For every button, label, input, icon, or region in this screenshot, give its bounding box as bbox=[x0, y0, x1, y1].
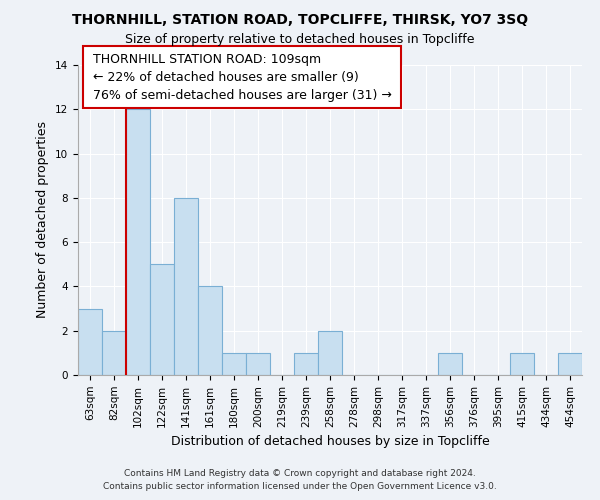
Bar bbox=[558, 353, 582, 375]
Bar bbox=[198, 286, 222, 375]
Bar bbox=[294, 353, 318, 375]
Text: THORNHILL STATION ROAD: 109sqm
← 22% of detached houses are smaller (9)
76% of s: THORNHILL STATION ROAD: 109sqm ← 22% of … bbox=[93, 52, 392, 102]
Text: Contains HM Land Registry data © Crown copyright and database right 2024.
Contai: Contains HM Land Registry data © Crown c… bbox=[103, 470, 497, 491]
Y-axis label: Number of detached properties: Number of detached properties bbox=[37, 122, 49, 318]
Bar bbox=[102, 330, 126, 375]
Bar bbox=[174, 198, 198, 375]
Bar bbox=[150, 264, 174, 375]
Bar bbox=[246, 353, 270, 375]
Bar bbox=[318, 330, 342, 375]
Bar bbox=[222, 353, 246, 375]
Bar bbox=[438, 353, 462, 375]
Bar bbox=[78, 308, 102, 375]
FancyBboxPatch shape bbox=[83, 46, 401, 108]
Bar bbox=[126, 110, 150, 375]
Bar bbox=[510, 353, 534, 375]
Text: THORNHILL, STATION ROAD, TOPCLIFFE, THIRSK, YO7 3SQ: THORNHILL, STATION ROAD, TOPCLIFFE, THIR… bbox=[72, 12, 528, 26]
X-axis label: Distribution of detached houses by size in Topcliffe: Distribution of detached houses by size … bbox=[170, 435, 490, 448]
Text: Size of property relative to detached houses in Topcliffe: Size of property relative to detached ho… bbox=[125, 32, 475, 46]
